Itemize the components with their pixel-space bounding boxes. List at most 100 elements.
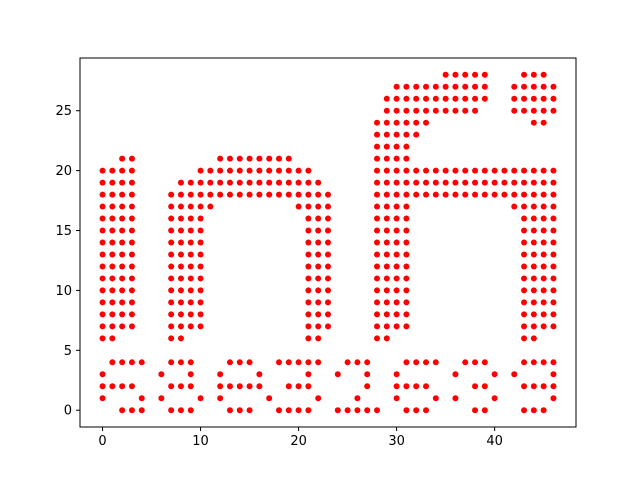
- data-point: [138, 395, 145, 402]
- data-point: [119, 299, 126, 306]
- data-point: [374, 263, 381, 270]
- data-point: [530, 95, 537, 102]
- data-point: [530, 359, 537, 366]
- data-point: [187, 275, 194, 282]
- data-point: [432, 107, 439, 114]
- data-point: [305, 263, 312, 270]
- data-point: [481, 95, 488, 102]
- data-point: [315, 287, 322, 294]
- data-point: [403, 311, 410, 318]
- ticks-layer: 0 10 20 30 40 0 5 10 15 20 25: [55, 104, 502, 449]
- data-point: [550, 191, 557, 198]
- data-point: [540, 407, 547, 414]
- data-point: [403, 215, 410, 222]
- data-point: [315, 215, 322, 222]
- data-point: [109, 191, 116, 198]
- data-point: [187, 191, 194, 198]
- data-point: [413, 83, 420, 90]
- data-point: [472, 167, 479, 174]
- data-point: [128, 263, 135, 270]
- data-point: [315, 323, 322, 330]
- data-point: [530, 215, 537, 222]
- data-point: [168, 215, 175, 222]
- data-point: [128, 275, 135, 282]
- data-point: [472, 71, 479, 78]
- data-point: [177, 299, 184, 306]
- data-point: [197, 203, 204, 210]
- data-point: [315, 227, 322, 234]
- data-point: [354, 359, 361, 366]
- data-point: [462, 83, 469, 90]
- data-point: [413, 119, 420, 126]
- data-point: [177, 407, 184, 414]
- data-point: [540, 359, 547, 366]
- data-point: [383, 167, 390, 174]
- data-point: [423, 179, 430, 186]
- data-point: [432, 167, 439, 174]
- data-point: [236, 383, 243, 390]
- data-point: [393, 371, 400, 378]
- data-point: [168, 251, 175, 258]
- data-point: [99, 167, 106, 174]
- data-point: [266, 179, 273, 186]
- data-point: [168, 287, 175, 294]
- data-point: [383, 263, 390, 270]
- data-point: [550, 167, 557, 174]
- data-point: [403, 359, 410, 366]
- data-point: [109, 359, 116, 366]
- data-point: [187, 179, 194, 186]
- data-point: [423, 383, 430, 390]
- data-point: [383, 179, 390, 186]
- data-point: [354, 407, 361, 414]
- data-point: [217, 395, 224, 402]
- data-point: [325, 311, 331, 318]
- data-point: [275, 191, 282, 198]
- data-point: [530, 167, 537, 174]
- data-point: [403, 323, 410, 330]
- data-point: [442, 167, 449, 174]
- data-point: [275, 359, 282, 366]
- data-point: [305, 383, 312, 390]
- data-point: [374, 323, 381, 330]
- data-point: [540, 83, 547, 90]
- data-point: [325, 263, 331, 270]
- data-point: [550, 383, 557, 390]
- data-point: [364, 407, 371, 414]
- data-point: [315, 203, 322, 210]
- data-point: [432, 191, 439, 198]
- data-point: [550, 275, 557, 282]
- data-point: [521, 215, 528, 222]
- data-point: [99, 239, 106, 246]
- data-point: [374, 407, 381, 414]
- data-point: [295, 179, 302, 186]
- data-point: [423, 359, 430, 366]
- data-point: [540, 203, 547, 210]
- data-point: [197, 275, 204, 282]
- data-point: [246, 179, 253, 186]
- data-point: [550, 251, 557, 258]
- data-point: [158, 395, 165, 402]
- data-point: [383, 239, 390, 246]
- data-point: [226, 359, 233, 366]
- data-point: [168, 359, 175, 366]
- data-point: [521, 263, 528, 270]
- data-point: [462, 71, 469, 78]
- data-point: [99, 383, 106, 390]
- x-tick-label: 30: [388, 434, 405, 449]
- data-point: [325, 251, 331, 258]
- data-point: [550, 227, 557, 234]
- data-point: [119, 251, 126, 258]
- y-tick-label: 10: [55, 284, 72, 299]
- data-point: [315, 251, 322, 258]
- data-point: [521, 299, 528, 306]
- data-point: [393, 299, 400, 306]
- data-point: [491, 371, 498, 378]
- data-point: [197, 395, 204, 402]
- data-point: [315, 395, 322, 402]
- data-point: [432, 179, 439, 186]
- data-point: [119, 323, 126, 330]
- data-point: [481, 191, 488, 198]
- data-point: [246, 167, 253, 174]
- data-point: [432, 359, 439, 366]
- data-point: [374, 311, 381, 318]
